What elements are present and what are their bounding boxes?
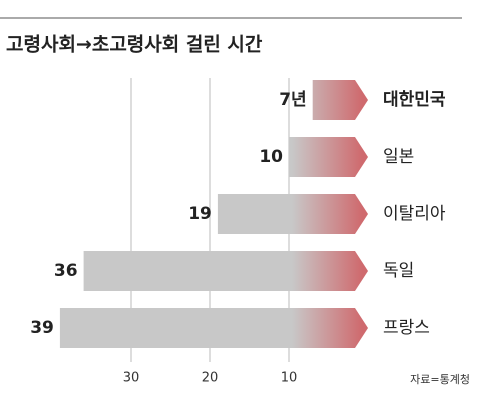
category-label: 대한민국 <box>383 90 446 110</box>
category-label: 독일 <box>383 261 414 281</box>
category-label: 일본 <box>383 147 414 167</box>
x-tick-label: 30 <box>123 371 140 386</box>
bar <box>289 137 368 177</box>
value-label: 10 <box>259 147 283 167</box>
value-label: 19 <box>188 204 212 224</box>
bar <box>217 194 368 234</box>
x-tick-label: 10 <box>281 371 298 386</box>
value-label: 39 <box>30 318 54 338</box>
bar <box>59 308 369 348</box>
x-tick-label: 20 <box>202 371 219 386</box>
value-label: 7년 <box>279 90 306 110</box>
category-label: 프랑스 <box>383 318 430 338</box>
chart-title: 고령사회→초고령사회 걸린 시간 <box>6 34 263 56</box>
category-label: 이탈리아 <box>383 204 446 224</box>
bar <box>83 251 368 291</box>
source: 자료=통계청 <box>410 373 470 386</box>
bar <box>312 80 368 120</box>
value-label: 36 <box>54 261 78 281</box>
